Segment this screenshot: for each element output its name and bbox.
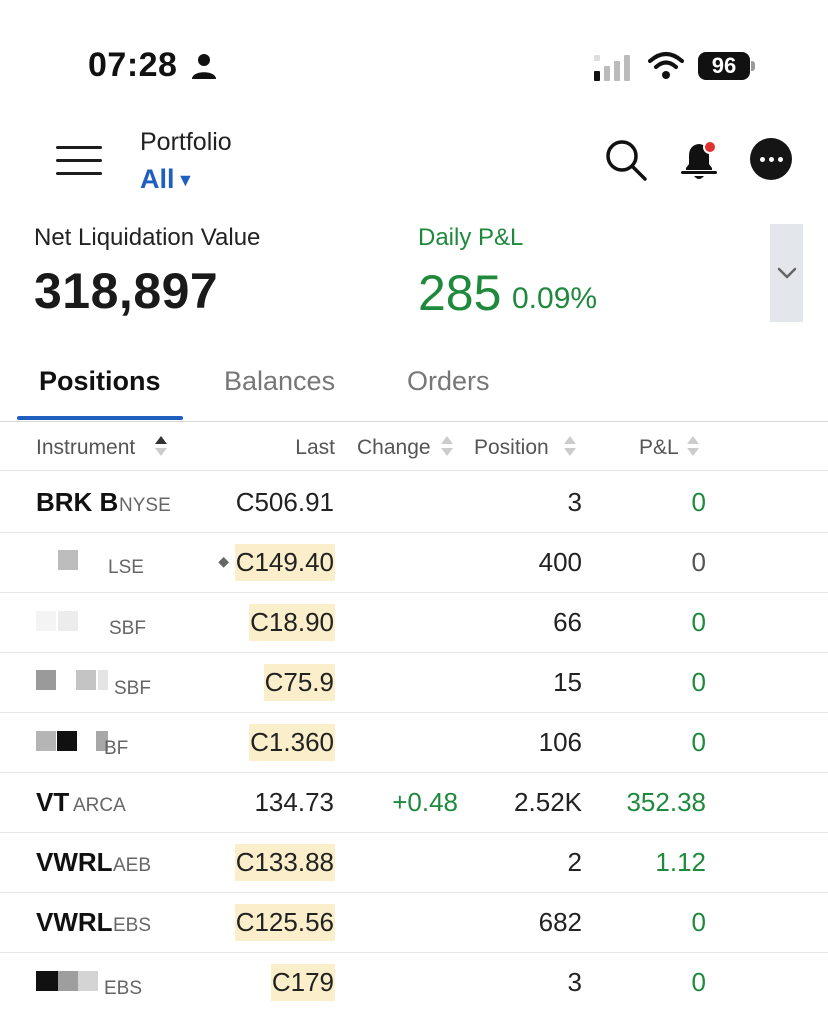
column-header-instrument[interactable]: Instrument: [36, 436, 136, 459]
instrument-exchange: EBS: [113, 915, 152, 936]
position-size: 2.52K: [514, 787, 582, 817]
instrument-symbol: VT: [36, 787, 70, 817]
header-divider: [0, 470, 828, 471]
sort-ascending-icon[interactable]: [154, 435, 168, 457]
daily-pnl-percent: 0.09%: [512, 282, 598, 315]
position-size: 3: [567, 487, 582, 517]
table-row[interactable]: SBF C18.90 66 0: [0, 593, 828, 653]
wifi-icon: [648, 52, 684, 79]
position-pnl: 352.38: [626, 787, 706, 817]
sort-icon[interactable]: [440, 435, 454, 457]
position-pnl: 0: [691, 487, 706, 517]
instrument-exchange: LSE: [108, 557, 144, 578]
instrument-exchange: NYSE: [119, 495, 171, 516]
active-tab-indicator: [17, 416, 183, 420]
last-price: C179: [270, 964, 335, 1001]
last-price: C18.90: [249, 604, 335, 641]
redacted-symbol: [36, 971, 58, 991]
net-liquidation-label: Net Liquidation Value: [34, 224, 261, 251]
table-row[interactable]: BRK B NYSE C506.91 3 0: [0, 473, 828, 533]
table-row[interactable]: LSE ◆ C149.40 400 0: [0, 533, 828, 593]
person-icon: [192, 54, 216, 79]
instrument-exchange: BF: [104, 738, 129, 759]
position-pnl: 0: [691, 667, 706, 697]
position-pnl: 0: [691, 607, 706, 637]
position-size: 15: [553, 667, 582, 697]
column-header-last[interactable]: Last: [295, 436, 335, 459]
last-price: C1.360: [249, 724, 335, 761]
daily-pnl-value: 285: [418, 265, 502, 321]
notification-bell-icon[interactable]: [678, 136, 722, 182]
table-row[interactable]: VWRL EBS C125.56 682 0: [0, 893, 828, 953]
caret-down-icon: ▼: [176, 170, 195, 190]
portfolio-selector[interactable]: All ▼: [140, 164, 194, 195]
sort-icon[interactable]: [686, 435, 700, 457]
sort-icon[interactable]: [563, 435, 577, 457]
hamburger-menu-icon[interactable]: [56, 144, 104, 178]
position-size: 2: [567, 847, 582, 877]
daily-pnl-label: Daily P&L: [418, 224, 524, 251]
instrument-symbol: VWRL: [36, 847, 113, 877]
table-row[interactable]: BF C1.360 106 0: [0, 713, 828, 773]
tab-balances[interactable]: Balances: [224, 366, 336, 396]
position-pnl: 0: [691, 547, 706, 577]
table-row[interactable]: SBF C75.9 15 0: [0, 653, 828, 713]
search-icon[interactable]: [604, 138, 648, 182]
instrument-exchange: EBS: [104, 978, 143, 999]
tab-positions[interactable]: Positions: [39, 366, 161, 396]
redacted-symbol: [36, 731, 56, 751]
position-size: 3: [567, 967, 582, 997]
net-liquidation-value: 318,897: [34, 263, 219, 319]
battery-indicator: 96: [698, 52, 756, 80]
instrument-exchange: SBF: [114, 678, 151, 699]
diamond-icon: ◆: [218, 553, 229, 569]
position-size: 66: [553, 607, 582, 637]
last-price: C125.56: [234, 904, 335, 941]
table-row[interactable]: VT ARCA 134.73 +0.48 2.52K 352.38: [0, 773, 828, 833]
position-pnl: 0: [691, 907, 706, 937]
instrument-symbol: VWRL: [36, 907, 113, 937]
position-pnl: 1.12: [655, 847, 706, 877]
cellular-signal-icon: [594, 55, 630, 81]
redacted-symbol: [36, 611, 56, 631]
table-row[interactable]: EBS C179 3 0: [0, 953, 828, 1013]
table-row[interactable]: VWRL AEB C133.88 2 1.12: [0, 833, 828, 893]
column-header-pnl[interactable]: P&L: [639, 436, 679, 459]
column-header-position[interactable]: Position: [474, 436, 549, 459]
price-change: +0.48: [392, 787, 458, 817]
last-price: C506.91: [235, 487, 334, 517]
tabs-divider: [0, 421, 828, 422]
chevron-down-icon: [777, 267, 797, 279]
position-size: 682: [538, 907, 582, 937]
last-price: 134.73: [254, 787, 334, 817]
instrument-exchange: AEB: [113, 855, 152, 876]
status-time: 07:28: [88, 46, 178, 84]
position-size: 106: [538, 727, 582, 757]
portfolio-label: Portfolio: [140, 128, 232, 156]
redacted-symbol: [58, 550, 78, 570]
column-header-change[interactable]: Change: [357, 436, 431, 459]
more-options-icon[interactable]: [750, 138, 792, 180]
position-pnl: 0: [691, 967, 706, 997]
position-size: 400: [538, 547, 582, 577]
instrument-symbol: BRK B: [36, 487, 119, 517]
battery-level: 96: [698, 52, 750, 80]
position-pnl: 0: [691, 727, 706, 757]
expand-summary-button[interactable]: [770, 224, 803, 322]
last-price: C75.9: [263, 664, 335, 701]
redacted-symbol: [36, 670, 56, 690]
tab-orders[interactable]: Orders: [407, 366, 490, 396]
last-price: C133.88: [234, 844, 335, 881]
portfolio-value: All: [140, 164, 175, 194]
instrument-exchange: ARCA: [73, 795, 126, 816]
last-price: C149.40: [234, 544, 335, 581]
instrument-exchange: SBF: [109, 618, 146, 639]
